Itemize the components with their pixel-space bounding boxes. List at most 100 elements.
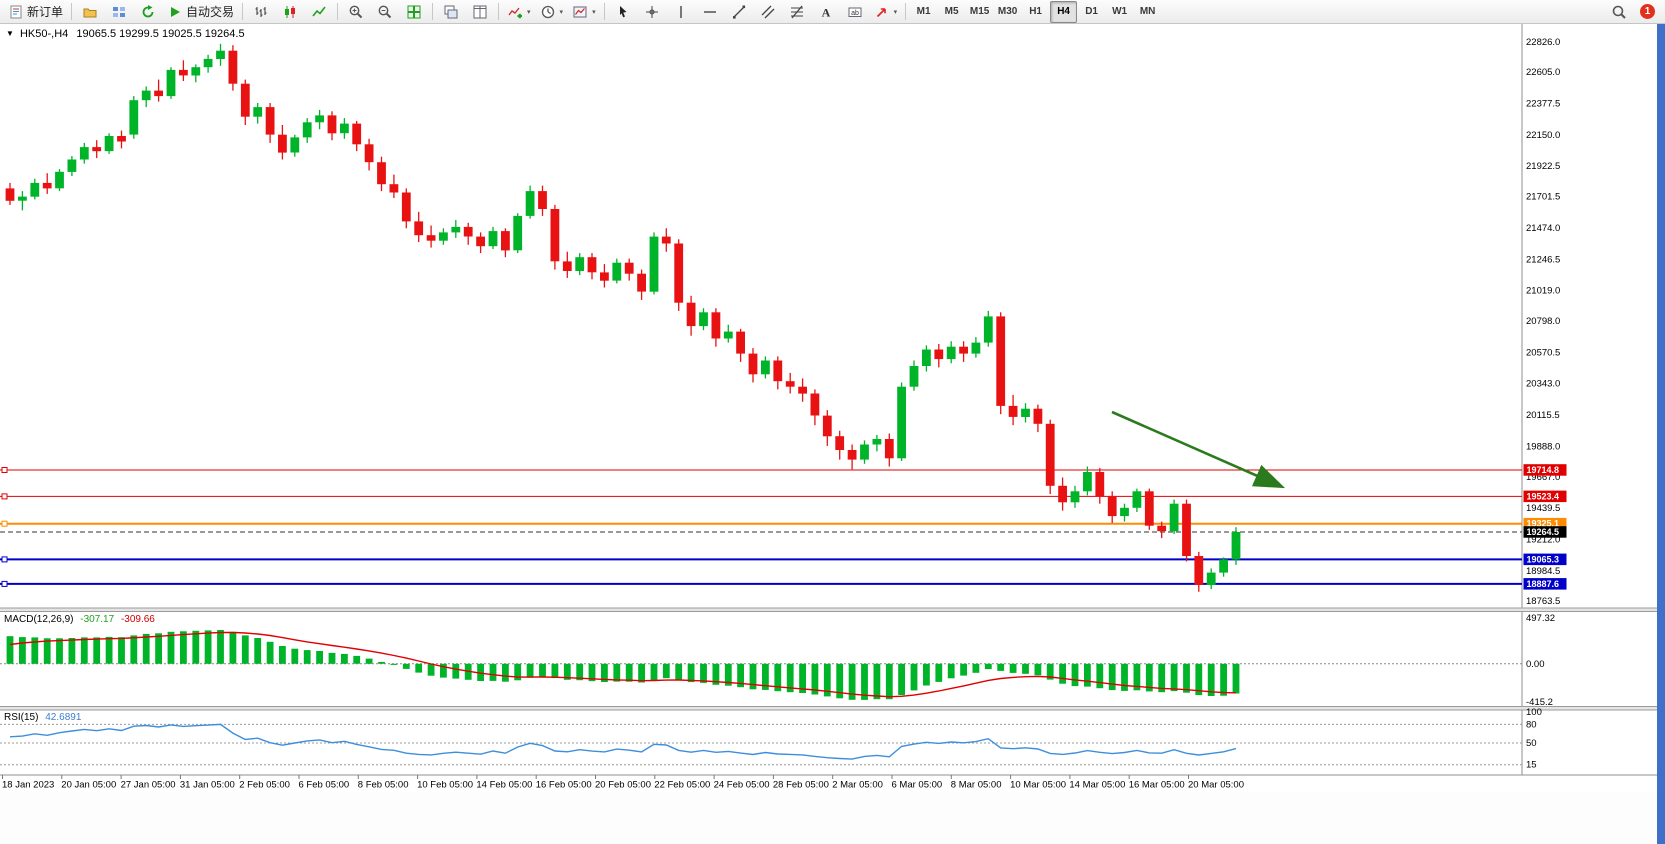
timeframe-h1-button[interactable]: H1	[1029, 6, 1042, 17]
svg-text:19065.3: 19065.3	[1527, 554, 1560, 564]
macd-signal-line	[9, 631, 1237, 698]
notification-badge[interactable]: 1	[1640, 4, 1655, 19]
svg-text:80: 80	[1526, 719, 1537, 730]
tile-windows-button[interactable]	[400, 1, 428, 23]
indicators-add-icon	[507, 4, 523, 20]
svg-text:18763.5: 18763.5	[1526, 596, 1560, 607]
trend-arrow-annotation[interactable]	[1111, 410, 1286, 489]
svg-text:20798.0: 20798.0	[1526, 316, 1560, 327]
search-button[interactable]	[1605, 1, 1633, 23]
symbol-collapse-arrow-icon[interactable]: ▼	[6, 29, 14, 38]
svg-text:21246.5: 21246.5	[1526, 254, 1560, 265]
fibonacci-tool-button[interactable]	[783, 1, 811, 23]
svg-text:18887.6: 18887.6	[1527, 579, 1560, 589]
svg-text:21701.5: 21701.5	[1526, 192, 1560, 203]
crosshair-icon	[644, 4, 660, 20]
price-hline[interactable]	[0, 467, 1522, 473]
market-watch-button[interactable]	[105, 1, 133, 23]
svg-text:24 Feb 05:00: 24 Feb 05:00	[714, 780, 770, 791]
candle-chart-icon	[282, 4, 298, 20]
timeframe-mn-button[interactable]: MN	[1139, 6, 1156, 17]
macd-label: MACD(12,26,9) -307.17 -309.66	[4, 614, 155, 625]
zoom-out-button[interactable]	[371, 1, 399, 23]
svg-text:22 Feb 05:00: 22 Feb 05:00	[654, 780, 710, 791]
dropdown-caret-icon[interactable]: ▾	[527, 8, 531, 16]
text-tool-button[interactable]: A	[812, 1, 840, 23]
crosshair-tool-button[interactable]	[638, 1, 666, 23]
chart-canvas[interactable]: 22826.0 22605.0 22377.5 22150.0 21922.5 21701…	[0, 24, 1657, 792]
cascade-windows-button[interactable]	[437, 1, 465, 23]
chart-window[interactable]: 22826.0 22605.0 22377.5 22150.0 21922.5 21701…	[0, 24, 1657, 792]
bar-chart-icon	[253, 4, 269, 20]
timeframe-m5-button[interactable]: M5	[944, 6, 959, 17]
autotrade-play-icon	[167, 4, 183, 20]
svg-text:14 Mar 05:00: 14 Mar 05:00	[1069, 780, 1125, 791]
timeframe-w1-button[interactable]: W1	[1112, 6, 1128, 17]
svg-text:6 Mar 05:00: 6 Mar 05:00	[892, 780, 943, 791]
dropdown-caret-icon[interactable]: ▾	[559, 8, 564, 16]
arrange-windows-button[interactable]	[466, 1, 494, 23]
periods-button[interactable]: ▾	[536, 1, 568, 23]
candle-chart-button[interactable]	[276, 1, 304, 23]
rsi-value: 42.6891	[45, 712, 82, 723]
svg-text:8 Feb 05:00: 8 Feb 05:00	[358, 780, 409, 791]
svg-text:50: 50	[1526, 738, 1537, 749]
zoom-out-icon	[377, 4, 393, 20]
new-order-button[interactable]: 新订单	[4, 1, 67, 23]
svg-text:19325.1: 19325.1	[1527, 519, 1560, 529]
timeframe-m1-button[interactable]: M1	[916, 6, 931, 17]
timeframe-d1-button[interactable]: D1	[1085, 6, 1098, 17]
templates-button[interactable]: ▾	[568, 1, 600, 23]
svg-text:19439.5: 19439.5	[1526, 503, 1560, 514]
horizontal-line-tool-button[interactable]	[696, 1, 724, 23]
bar-chart-button[interactable]	[247, 1, 275, 23]
price-hline[interactable]	[0, 520, 1522, 527]
svg-text:6 Feb 05:00: 6 Feb 05:00	[299, 780, 350, 791]
svg-text:20115.5: 20115.5	[1526, 410, 1560, 421]
svg-text:21474.0: 21474.0	[1526, 223, 1560, 234]
timeframe-m15-button[interactable]: M15	[969, 6, 990, 17]
new-order-icon	[8, 4, 24, 20]
candles-layer	[5, 43, 1241, 592]
timeframe-m30-button[interactable]: M30	[997, 6, 1018, 17]
rsi-line	[9, 723, 1237, 760]
channel-icon	[760, 4, 776, 20]
price-hline[interactable]	[0, 580, 1522, 587]
svg-text:22150.0: 22150.0	[1526, 130, 1560, 141]
svg-text:18 Jan 2023: 18 Jan 2023	[2, 780, 54, 791]
label-tool-button[interactable]: ab	[841, 1, 869, 23]
shapes-tool-button[interactable]: ▾	[870, 1, 902, 23]
svg-text:20 Mar 05:00: 20 Mar 05:00	[1188, 780, 1244, 791]
autotrading-button[interactable]: 自动交易	[163, 1, 238, 23]
dropdown-caret-icon[interactable]: ▾	[893, 8, 898, 16]
channel-tool-button[interactable]	[754, 1, 782, 23]
price-hline[interactable]	[0, 556, 1522, 563]
svg-text:18984.5: 18984.5	[1526, 566, 1560, 577]
dropdown-caret-icon[interactable]: ▾	[592, 8, 596, 16]
fibonacci-icon	[789, 4, 805, 20]
svg-text:19667.0: 19667.0	[1526, 472, 1560, 483]
cursor-tool-button[interactable]	[609, 1, 637, 23]
svg-text:2 Feb 05:00: 2 Feb 05:00	[239, 780, 290, 791]
svg-text:10 Feb 05:00: 10 Feb 05:00	[417, 780, 473, 791]
line-chart-button[interactable]	[305, 1, 333, 23]
svg-text:28 Feb 05:00: 28 Feb 05:00	[773, 780, 829, 791]
svg-text:ab: ab	[851, 10, 859, 17]
timeframe-h4-button[interactable]: H4	[1050, 0, 1078, 23]
price-hline[interactable]	[0, 493, 1522, 500]
profiles-icon	[82, 4, 98, 20]
toolbar-separator	[432, 3, 434, 20]
svg-text:2 Mar 05:00: 2 Mar 05:00	[832, 780, 883, 791]
cursor-icon	[615, 4, 631, 20]
zoom-in-button[interactable]	[342, 1, 370, 23]
svg-text:-415.2: -415.2	[1526, 697, 1553, 708]
svg-text:497.32: 497.32	[1526, 613, 1555, 624]
svg-text:20343.0: 20343.0	[1526, 379, 1560, 390]
trendline-tool-button[interactable]	[725, 1, 753, 23]
vertical-line-tool-button[interactable]	[667, 1, 695, 23]
indicators-button[interactable]: ▾	[503, 1, 535, 23]
svg-text:14 Feb 05:00: 14 Feb 05:00	[476, 780, 532, 791]
profiles-button[interactable]	[76, 1, 104, 23]
refresh-button[interactable]	[134, 1, 162, 23]
svg-text:22826.0: 22826.0	[1526, 37, 1560, 48]
